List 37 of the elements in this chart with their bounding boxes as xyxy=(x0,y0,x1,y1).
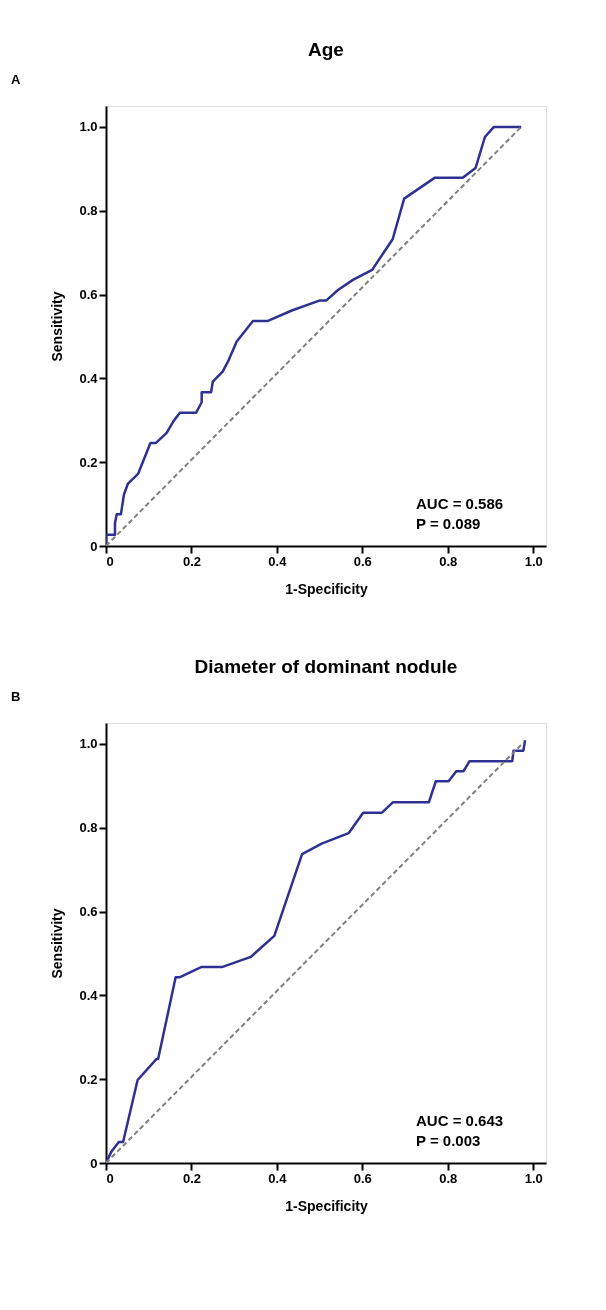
y-tick-label: 0.4 xyxy=(79,987,99,1003)
x-tick-label: 0.4 xyxy=(268,1170,288,1186)
x-tick-label: 0 xyxy=(106,553,114,569)
y-tick-label: 1.0 xyxy=(79,119,98,135)
chart-title: Diameter of dominant nodule xyxy=(194,656,458,677)
annotation: AUC = 0.643 xyxy=(416,1112,504,1129)
y-tick-label: 0.8 xyxy=(79,820,98,836)
y-tick-label: 0.2 xyxy=(79,454,98,470)
y-tick-label: 0.2 xyxy=(79,1071,98,1087)
x-axis-title: 1-Specificity xyxy=(285,1197,368,1214)
y-tick-label: 0 xyxy=(90,538,98,554)
x-tick-label: 0.6 xyxy=(353,553,372,569)
line-series xyxy=(106,125,523,546)
y-axis-title: Sensitivity xyxy=(49,291,66,362)
annotation: AUC = 0.586 xyxy=(416,495,504,512)
x-tick-label: 0.2 xyxy=(182,553,201,569)
text: B xyxy=(11,689,21,704)
annotation: P = 0.089 xyxy=(416,515,481,532)
x-tick-label: 0 xyxy=(106,1170,114,1186)
y-tick-label: 0.4 xyxy=(79,370,99,386)
x-tick-label: 0.4 xyxy=(268,553,288,569)
chart-title: Age xyxy=(308,39,344,60)
x-axis-title: 1-Specificity xyxy=(285,580,368,597)
annotation: P = 0.003 xyxy=(416,1132,481,1149)
y-tick-label: 0.6 xyxy=(79,904,98,920)
y-tick-label: 0.6 xyxy=(79,287,98,303)
x-tick-label: 0.2 xyxy=(182,1170,201,1186)
y-axis-title: Sensitivity xyxy=(49,908,66,979)
y-tick-label: 1.0 xyxy=(79,736,98,752)
y-tick-label: 0.8 xyxy=(79,203,98,219)
y-tick-label: 0 xyxy=(90,1155,98,1171)
x-tick-label: 0.6 xyxy=(353,1170,372,1186)
text: A xyxy=(11,72,21,87)
x-tick-label: 1.0 xyxy=(524,553,543,569)
x-tick-label: 1.0 xyxy=(524,1170,543,1186)
x-tick-label: 0.8 xyxy=(439,553,458,569)
x-tick-label: 0.8 xyxy=(439,1170,458,1186)
